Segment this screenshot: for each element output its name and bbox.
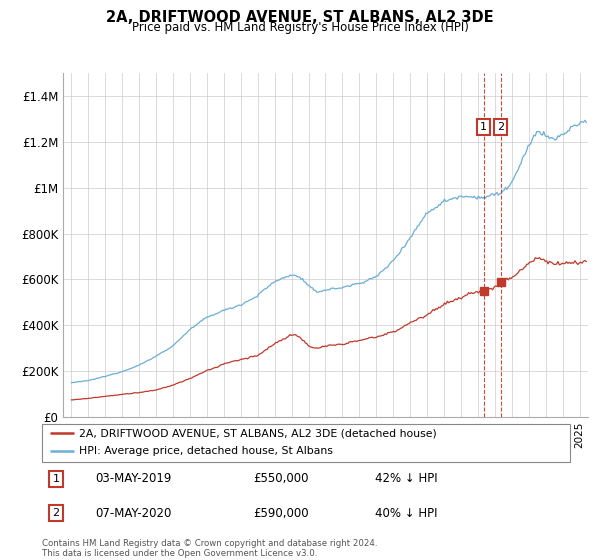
- Text: £550,000: £550,000: [253, 473, 309, 486]
- Text: Price paid vs. HM Land Registry's House Price Index (HPI): Price paid vs. HM Land Registry's House …: [131, 21, 469, 34]
- Text: HPI: Average price, detached house, St Albans: HPI: Average price, detached house, St A…: [79, 446, 333, 456]
- Text: 2: 2: [53, 508, 59, 519]
- FancyBboxPatch shape: [42, 424, 570, 462]
- Text: 2A, DRIFTWOOD AVENUE, ST ALBANS, AL2 3DE (detached house): 2A, DRIFTWOOD AVENUE, ST ALBANS, AL2 3DE…: [79, 428, 437, 438]
- Text: 2: 2: [497, 122, 505, 132]
- Text: 1: 1: [480, 122, 487, 132]
- Text: £590,000: £590,000: [253, 507, 309, 520]
- Text: Contains HM Land Registry data © Crown copyright and database right 2024.
This d: Contains HM Land Registry data © Crown c…: [42, 539, 377, 558]
- Text: 42% ↓ HPI: 42% ↓ HPI: [374, 473, 437, 486]
- Text: 2A, DRIFTWOOD AVENUE, ST ALBANS, AL2 3DE: 2A, DRIFTWOOD AVENUE, ST ALBANS, AL2 3DE: [106, 10, 494, 25]
- Text: 1: 1: [53, 474, 59, 484]
- Text: 03-MAY-2019: 03-MAY-2019: [95, 473, 171, 486]
- Text: 40% ↓ HPI: 40% ↓ HPI: [374, 507, 437, 520]
- Text: 07-MAY-2020: 07-MAY-2020: [95, 507, 171, 520]
